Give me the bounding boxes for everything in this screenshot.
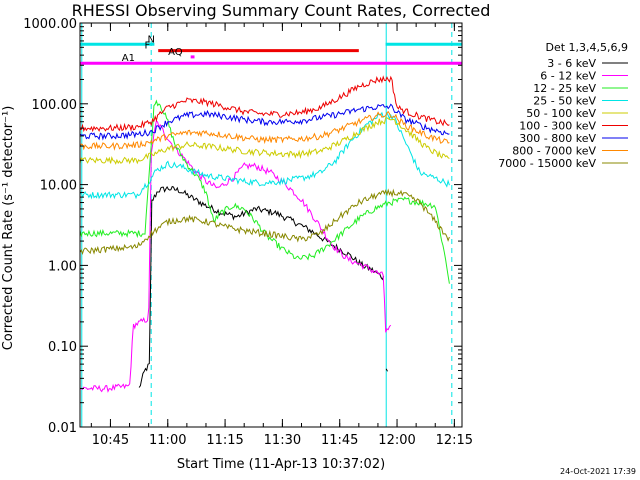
series-line-0-1 — [385, 368, 388, 372]
legend-title: Det 1,3,4,5,6,9 — [545, 41, 628, 54]
legend-label-7: 800 - 7000 keV — [512, 145, 596, 158]
y-tick-label-3: 1.00 — [48, 259, 77, 274]
legend-label-5: 100 - 300 keV — [519, 120, 596, 133]
legend-label-1: 6 - 12 keV — [540, 70, 596, 83]
x-tick-label-5: 12:00 — [378, 433, 415, 448]
series-line-4 — [79, 117, 450, 165]
x-tick-label-3: 11:30 — [264, 433, 301, 448]
series-lines — [79, 75, 450, 393]
flag-label-n: N — [148, 34, 155, 45]
legend-label-8: 7000 - 15000 keV — [498, 157, 596, 170]
series-line-1 — [79, 119, 392, 393]
x-tick-label-0: 10:45 — [92, 433, 129, 448]
legend-label-6: 300 - 800 keV — [519, 132, 596, 145]
series-line-8 — [79, 188, 450, 255]
flag-label-aq: AQ — [168, 47, 183, 58]
plot-frame — [79, 22, 463, 428]
legend-label-3: 25 - 50 keV — [533, 95, 596, 108]
y-tick-label-1: 100.00 — [32, 98, 78, 113]
x-tick-label-4: 11:45 — [321, 433, 358, 448]
flag-label-a1: A1 — [122, 53, 135, 64]
legend-label-0: 3 - 6 keV — [547, 57, 596, 70]
series-line-0 — [138, 185, 385, 388]
series-line-7 — [79, 110, 450, 151]
flag-bars: NF AQ A1 — [80, 34, 462, 65]
chart-title: RHESSI Observing Summary Count Rates, Co… — [72, 1, 491, 20]
y-tick-label-5: 0.01 — [48, 421, 77, 436]
x-tick-label-1: 11:00 — [149, 433, 186, 448]
series-line-6 — [79, 103, 450, 141]
y-tick-label-2: 10.00 — [40, 179, 77, 194]
plot-area — [81, 23, 453, 427]
series-line-2 — [79, 99, 450, 284]
y-axis-label: Corrected Count Rate (s⁻¹ detector⁻¹) — [1, 106, 16, 351]
series-line-3 — [79, 111, 450, 200]
flag-label-f: F — [144, 41, 150, 52]
y-tick-label-4: 0.10 — [48, 340, 77, 355]
x-axis-label: Start Time (11-Apr-13 10:37:02) — [177, 457, 385, 472]
y-tick-label-0: 1000.00 — [23, 17, 77, 32]
legend-label-2: 12 - 25 keV — [533, 82, 596, 95]
date-stamp: 24-Oct-2021 17:39 — [560, 467, 636, 476]
legend-label-4: 50 - 100 keV — [526, 107, 596, 120]
x-tick-label-6: 12:15 — [436, 433, 473, 448]
series-line-5 — [79, 75, 450, 133]
x-tick-label-2: 11:15 — [206, 433, 243, 448]
axes: 1000.00 100.00 10.00 1.00 0.10 0.01 10:45 11:00… — [23, 17, 473, 448]
